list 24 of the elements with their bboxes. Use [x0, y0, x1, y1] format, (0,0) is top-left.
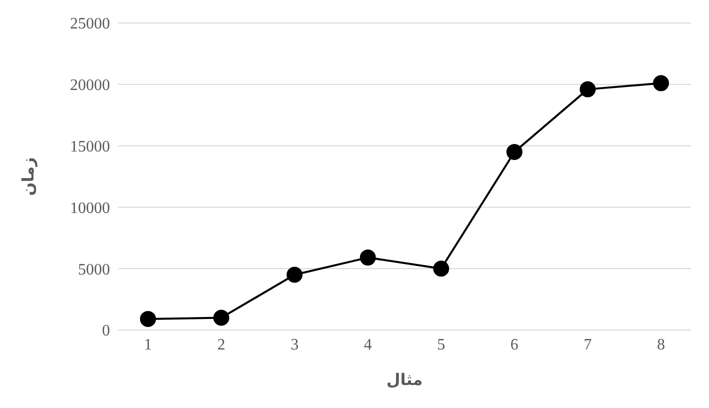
point: [140, 310, 156, 327]
x-tick-label: 4: [364, 336, 372, 354]
y-tick-label: 5000: [78, 261, 110, 278]
y-tick-label: 25000: [70, 16, 110, 33]
point: [433, 260, 450, 277]
x-tick-label: 7: [584, 336, 592, 354]
x-tick-label: 5: [437, 336, 446, 354]
point: [653, 75, 669, 92]
x-tick-label: 1: [144, 336, 152, 354]
point: [506, 144, 522, 160]
point: [360, 250, 376, 266]
point: [286, 266, 303, 283]
x-tick-label: 2: [217, 336, 226, 354]
y-tick-label: 15000: [70, 138, 110, 156]
y-axis-title: زمان: [18, 157, 38, 196]
x-tick-label: 6: [510, 336, 518, 354]
y-tick-label: 10000: [70, 200, 110, 217]
x-tick-label: 8: [657, 336, 665, 354]
y-tick-label: 20000: [70, 77, 110, 94]
y-tick-label: 0: [102, 322, 110, 340]
point: [580, 81, 596, 98]
x-tick-label: 3: [290, 336, 299, 354]
point: [213, 310, 230, 326]
x-axis-title: مثال: [386, 370, 423, 389]
